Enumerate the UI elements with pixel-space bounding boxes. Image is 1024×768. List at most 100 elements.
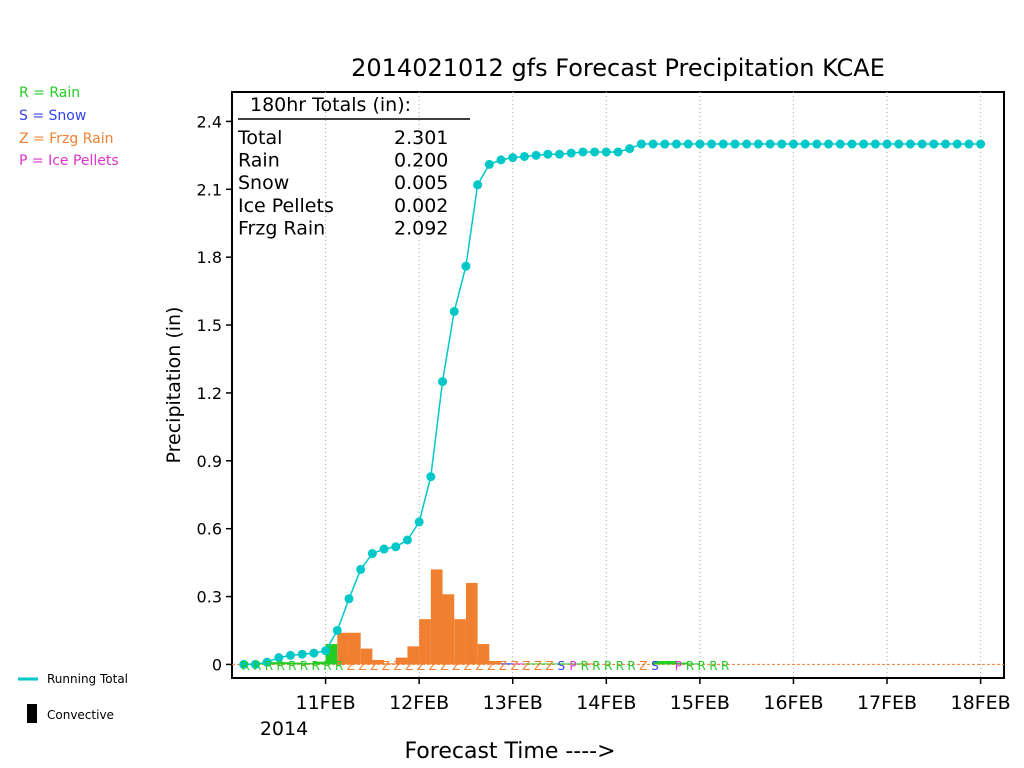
x-axis-label: Forecast Time ----> bbox=[404, 739, 615, 764]
precip-bar-rain bbox=[325, 644, 338, 665]
running-total-point bbox=[496, 155, 506, 165]
totals-box: 180hr Totals (in): Total 2.301 Rain 0.200 Sn… bbox=[237, 94, 470, 239]
precip-bar-frzg-rain bbox=[395, 657, 408, 665]
type-label-rain: R bbox=[288, 659, 296, 673]
precip-bar-rain bbox=[571, 663, 583, 665]
running-total-point bbox=[695, 139, 705, 149]
type-label-rain: R bbox=[323, 659, 331, 673]
y-tick-label: 2.4 bbox=[197, 112, 222, 131]
totals-row-label: Total bbox=[237, 127, 282, 149]
running-total-point bbox=[870, 139, 880, 149]
type-label-frzg-rain: Z bbox=[429, 659, 437, 673]
running-total-point bbox=[660, 139, 670, 149]
running-total-point bbox=[321, 646, 331, 656]
running-total-point bbox=[601, 147, 611, 157]
precip-bar-rain bbox=[313, 661, 326, 665]
precip-bar-frzg-rain bbox=[465, 582, 478, 665]
precip-bar-frzg-rain bbox=[337, 632, 349, 665]
totals-rows: Total 2.301 Rain 0.200 Snow 0.005 Ice Pellets 0… bbox=[237, 127, 448, 239]
running-total-point bbox=[590, 147, 600, 157]
type-label-snow: S bbox=[651, 659, 659, 673]
type-label-rain: R bbox=[335, 659, 343, 673]
precip-bar-rain bbox=[676, 662, 689, 665]
running-total-point bbox=[250, 659, 260, 669]
running-total-point bbox=[812, 139, 822, 149]
type-label-frzg-rain: Z bbox=[370, 659, 378, 673]
running-total-point bbox=[344, 594, 354, 604]
running-total-point bbox=[309, 648, 319, 658]
running-total-point bbox=[285, 650, 295, 660]
precip-bar-frzg-rain bbox=[582, 663, 595, 665]
precip-bar-rain bbox=[524, 663, 537, 665]
running-total-point bbox=[976, 139, 986, 149]
running-total-point bbox=[742, 139, 752, 149]
precip-bar-frzg-rain bbox=[372, 659, 385, 665]
x-tick-label: 14FEB bbox=[576, 692, 636, 714]
type-label-frzg-rain: Z bbox=[417, 659, 425, 673]
running-total-point bbox=[438, 377, 448, 387]
running-total-point bbox=[262, 657, 272, 667]
type-label-rain: R bbox=[253, 659, 261, 673]
type-label-frzg-rain: Z bbox=[382, 659, 390, 673]
running-total-point bbox=[800, 139, 810, 149]
type-label-rain: R bbox=[276, 659, 284, 673]
running-total-point bbox=[297, 649, 307, 659]
x-tick-label: 18FEB bbox=[951, 692, 1011, 714]
running-total-point bbox=[519, 151, 529, 161]
type-label-frzg-rain: Z bbox=[475, 659, 483, 673]
running-total-point bbox=[356, 564, 366, 574]
running-total-point bbox=[941, 139, 951, 149]
chart-title: 2014021012 gfs Forecast Precipitation KC… bbox=[351, 54, 885, 82]
running-total-point bbox=[379, 544, 389, 554]
running-total-point bbox=[835, 139, 845, 149]
x-tick-label: 12FEB bbox=[389, 692, 449, 714]
y-tick-label: 0.6 bbox=[197, 520, 222, 539]
type-label-rain: R bbox=[581, 659, 589, 673]
y-tick-label: 0.9 bbox=[197, 452, 222, 471]
convective-legend-swatch bbox=[27, 704, 37, 723]
bars-layer bbox=[243, 569, 700, 665]
type-label-rain: R bbox=[616, 659, 624, 673]
precip-bar-rain bbox=[536, 663, 548, 665]
x-axis: 11FEB 12FEB 13FEB 14FEB 15FEB 16FEB 17FEB 18FEB bbox=[295, 678, 1011, 714]
running-total-line bbox=[243, 143, 981, 666]
x-tick-label: 16FEB bbox=[763, 692, 823, 714]
running-total-point bbox=[578, 147, 588, 157]
precip-bar-frzg-rain bbox=[348, 632, 361, 665]
type-label-ice-pellets: P bbox=[569, 659, 576, 673]
type-label-frzg-rain: Z bbox=[405, 659, 413, 673]
running-total-point bbox=[894, 139, 904, 149]
type-label-frzg-rain: Z bbox=[464, 659, 472, 673]
running-total-point bbox=[777, 139, 787, 149]
type-label-frzg-rain: Z bbox=[358, 659, 366, 673]
type-label-frzg-rain: Z bbox=[487, 659, 495, 673]
x-tick-label: 17FEB bbox=[857, 692, 917, 714]
precip-bar-rain bbox=[278, 662, 291, 665]
precip-bar-frzg-rain bbox=[477, 644, 490, 665]
precip-bar-frzg-rain bbox=[430, 569, 443, 665]
type-label-frzg-rain: Z bbox=[440, 659, 448, 673]
running-total-point bbox=[952, 139, 962, 149]
y-tick-label: 1.8 bbox=[197, 248, 222, 267]
legend-ice-pellets: P = Ice Pellets bbox=[19, 153, 119, 169]
precip-bar-frzg-rain bbox=[407, 646, 420, 665]
y-tick-label: 2.1 bbox=[197, 180, 222, 199]
x-tick-label: 13FEB bbox=[483, 692, 543, 714]
running-total-point bbox=[707, 139, 717, 149]
type-label-frzg-rain: Z bbox=[452, 659, 460, 673]
running-total-point bbox=[753, 139, 763, 149]
running-total-point bbox=[847, 139, 857, 149]
type-label-rain: R bbox=[604, 659, 612, 673]
running-total-point bbox=[671, 139, 681, 149]
precip-bar-rain bbox=[547, 663, 560, 665]
type-label-frzg-rain: Z bbox=[510, 659, 518, 673]
running-total-point bbox=[543, 149, 553, 159]
running-total-point bbox=[718, 139, 728, 149]
y-axis: 0 0.3 0.6 0.9 1.2 1.5 1.8 2.1 2.4 bbox=[197, 112, 232, 674]
totals-row-label: Ice Pellets bbox=[238, 195, 334, 217]
type-label-frzg-rain: Z bbox=[546, 659, 554, 673]
precip-bar-rain bbox=[290, 662, 303, 665]
legend-snow: S = Snow bbox=[19, 108, 86, 124]
precip-bar-frzg-rain bbox=[384, 663, 396, 665]
